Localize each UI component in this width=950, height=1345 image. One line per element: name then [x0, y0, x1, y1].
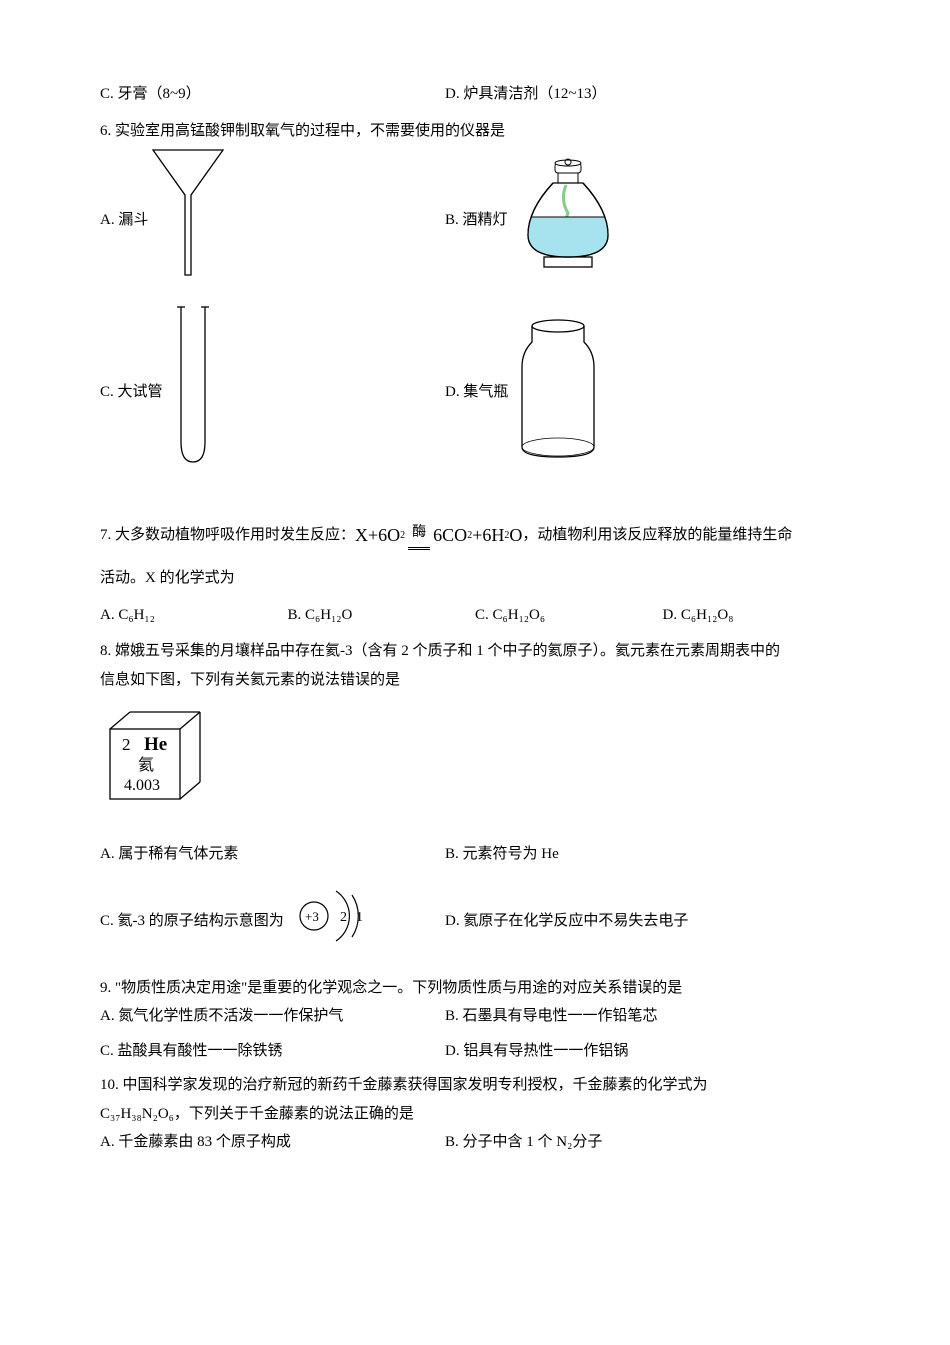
- q10-stem-line2: C₃₇H₃₈N₂O₆，下列关于千金藤素的说法正确的是: [100, 1100, 850, 1129]
- box-sym: He: [144, 734, 167, 755]
- q7-prefix: 7. 大多数动植物呼吸作用时发生反应：: [100, 521, 355, 550]
- eq-o: O: [509, 518, 522, 552]
- q7-opt-b[interactable]: B. C₆H₁₂O: [288, 601, 476, 630]
- q9-opt-a[interactable]: A. 氮气化学性质不活泼一一作保护气: [100, 1002, 445, 1031]
- q6-opt-a[interactable]: A. 漏斗: [100, 145, 445, 296]
- q8-stem-line2: 信息如下图，下列有关氦元素的说法错误的是: [100, 666, 850, 695]
- q6-opt-a-label: A. 漏斗: [100, 206, 148, 235]
- svg-text:1: 1: [356, 910, 363, 925]
- q6-opt-b-label: B. 酒精灯: [445, 206, 508, 235]
- box-name: 氦: [138, 756, 154, 774]
- q8-opt-d[interactable]: D. 氦原子在化学反应中不易失去电子: [445, 907, 850, 936]
- eq-plus: +6H: [472, 518, 504, 552]
- q8-row-cd: C. 氦-3 的原子结构示意图为 +3 2 1 D. 氦原子在化学反应中不易失去…: [100, 883, 850, 959]
- q7-stem-line1: 7. 大多数动植物呼吸作用时发生反应： X+6O2 酶 6CO2+6H2O ，动…: [100, 518, 850, 552]
- svg-text:+3: +3: [305, 909, 319, 924]
- q7-suffix: ，动植物利用该反应释放的能量维持生命: [522, 521, 792, 550]
- q10-stem-line1: 10. 中国科学家发现的治疗新冠的新药千金藤素获得国家发明专利授权，千金藤素的化…: [100, 1071, 850, 1100]
- atom-diagram-icon: +3 2 1: [292, 883, 372, 959]
- q5-options-cd: C. 牙膏（8~9） D. 炉具清洁剂（12~13）: [100, 80, 850, 109]
- q6-opt-d[interactable]: D. 集气瓶: [445, 302, 850, 483]
- q6-row-cd: C. 大试管 D. 集气瓶: [100, 302, 850, 483]
- funnel-icon: [148, 145, 228, 296]
- q7-options: A. C₆H₁₂ B. C₆H₁₂O C. C₆H₁₂O₆ D. C₆H₁₂O₈: [100, 601, 850, 630]
- q10-opt-b[interactable]: B. 分子中含 1 个 N₂分子: [445, 1128, 850, 1157]
- q6-opt-c[interactable]: C. 大试管: [100, 302, 445, 483]
- q8-opt-a[interactable]: A. 属于稀有气体元素: [100, 840, 445, 869]
- q9-opt-b[interactable]: B. 石墨具有导电性一一作铅笔芯: [445, 1002, 850, 1031]
- eq-6co2: 6CO: [433, 518, 467, 552]
- svg-text:2: 2: [340, 910, 347, 925]
- eq-catalyst: 酶: [412, 520, 426, 547]
- box-mass: 4.003: [124, 777, 160, 794]
- q7-opt-a[interactable]: A. C₆H₁₂: [100, 601, 288, 630]
- q10-row-ab: A. 千金藤素由 83 个原子构成 B. 分子中含 1 个 N₂分子: [100, 1128, 850, 1157]
- q7-equation: X+6O2 酶 6CO2+6H2O: [355, 518, 522, 552]
- q7-opt-c[interactable]: C. C₆H₁₂O₆: [475, 601, 663, 630]
- element-box: 2 He 氦 4.003: [100, 704, 850, 825]
- q8-row-ab: A. 属于稀有气体元素 B. 元素符号为 He: [100, 840, 850, 869]
- q9-opt-d[interactable]: D. 铝具有导热性一一作铝锅: [445, 1037, 850, 1066]
- q9-row-cd: C. 盐酸具有酸性一一除铁锈 D. 铝具有导热性一一作铝锅: [100, 1037, 850, 1066]
- q9-row-ab: A. 氮气化学性质不活泼一一作保护气 B. 石墨具有导电性一一作铅笔芯: [100, 1002, 850, 1031]
- q6-opt-b[interactable]: B. 酒精灯: [445, 145, 850, 296]
- q7-opt-d[interactable]: D. C₆H₁₂O₈: [663, 601, 851, 630]
- eq-lhs: X+6O: [355, 518, 400, 552]
- q5-opt-c[interactable]: C. 牙膏（8~9）: [100, 80, 445, 109]
- q6-opt-c-label: C. 大试管: [100, 378, 163, 407]
- box-num: 2: [122, 735, 131, 754]
- q8-opt-c[interactable]: C. 氦-3 的原子结构示意图为 +3 2 1: [100, 883, 445, 959]
- q7-stem-line2: 活动。X 的化学式为: [100, 564, 850, 593]
- q10-opt-a[interactable]: A. 千金藤素由 83 个原子构成: [100, 1128, 445, 1157]
- q5-opt-d[interactable]: D. 炉具清洁剂（12~13）: [445, 80, 850, 109]
- alcohol-lamp-icon: [508, 155, 628, 286]
- q6-opt-d-label: D. 集气瓶: [445, 378, 508, 407]
- q9-opt-c[interactable]: C. 盐酸具有酸性一一除铁锈: [100, 1037, 445, 1066]
- q8-stem-line1: 8. 嫦娥五号采集的月壤样品中存在氦-3（含有 2 个质子和 1 个中子的氦原子…: [100, 637, 850, 666]
- test-tube-icon: [163, 302, 223, 483]
- q6-row-ab: A. 漏斗 B. 酒精灯: [100, 145, 850, 296]
- gas-bottle-icon: [508, 312, 608, 473]
- q6-stem: 6. 实验室用高锰酸钾制取氧气的过程中，不需要使用的仪器是: [100, 117, 850, 146]
- eq-o2-sub: 2: [400, 526, 405, 545]
- q8-opt-b[interactable]: B. 元素符号为 He: [445, 840, 850, 869]
- q9-stem: 9. "物质性质决定用途"是重要的化学观念之一。下列物质性质与用途的对应关系错误…: [100, 974, 850, 1003]
- q8-opt-c-text: C. 氦-3 的原子结构示意图为: [100, 907, 284, 936]
